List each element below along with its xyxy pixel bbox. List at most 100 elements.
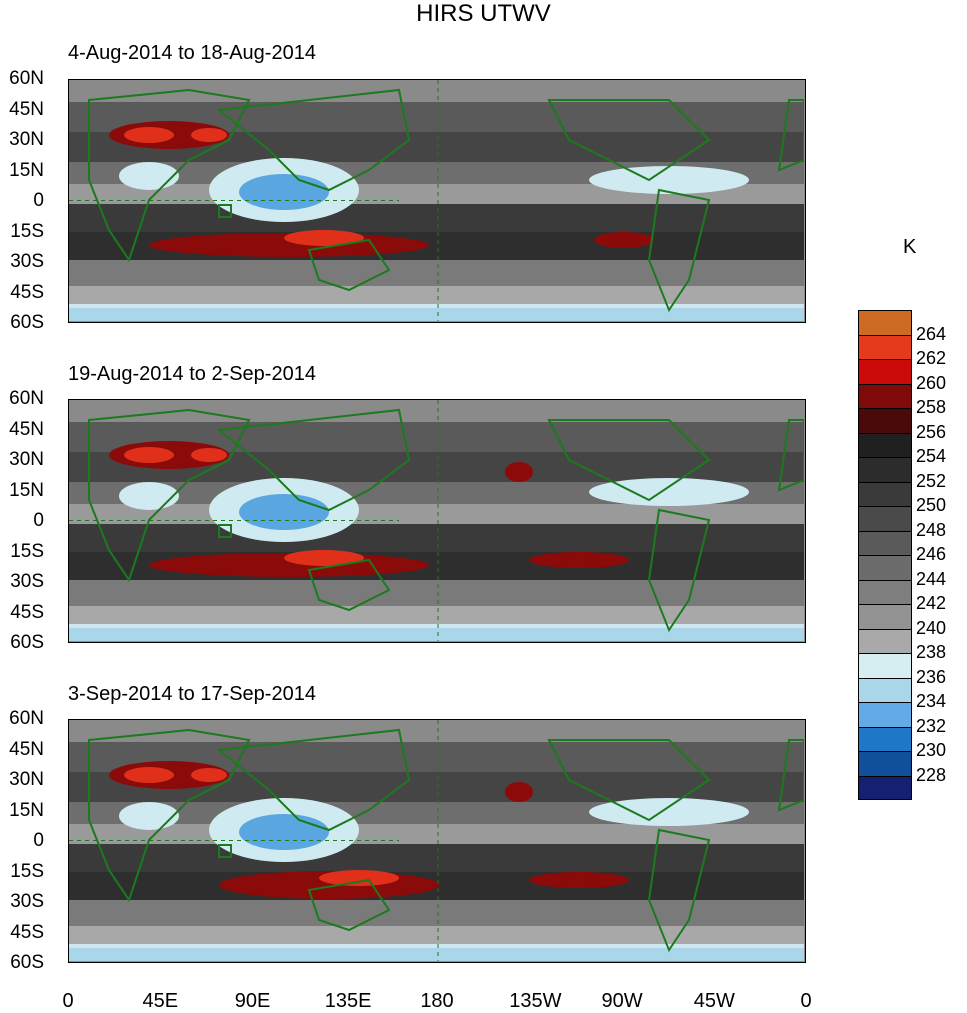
colorbar-level-label: 232 <box>916 715 947 736</box>
continent-outline <box>647 508 711 633</box>
lon-tick-label: 135W <box>509 990 562 1012</box>
region-box <box>218 524 232 538</box>
colorbar-swatch <box>858 481 912 506</box>
colorbar-swatch <box>858 310 912 335</box>
lat-tick-label: 0 <box>33 190 44 211</box>
field-band <box>69 260 804 286</box>
lat-tick-label: 30N <box>9 769 44 790</box>
panel-title-2: 19-Aug-2014 to 2-Sep-2014 <box>68 363 316 385</box>
colorbar-level-label: 230 <box>916 740 947 760</box>
continent-outline <box>547 739 711 822</box>
field-band <box>69 504 804 524</box>
colorbar-level-label: 240 <box>916 617 947 638</box>
southern-moist-band <box>69 308 804 321</box>
moist-region <box>119 482 179 510</box>
map-svg <box>69 720 804 961</box>
colorbar-swatch <box>858 530 912 555</box>
colorbar-swatch <box>858 775 912 800</box>
colorbar-level-label: 264 <box>916 323 947 344</box>
field-band <box>69 824 804 844</box>
lon-tick-label: 45E <box>142 990 179 1012</box>
continent-outline <box>547 99 711 182</box>
map-svg <box>69 400 804 641</box>
field-band <box>69 204 804 232</box>
continent-outline <box>216 408 411 512</box>
dry-core <box>191 768 227 782</box>
continent-outline <box>307 238 391 292</box>
continent-outline <box>307 878 391 932</box>
dry-core <box>284 550 364 566</box>
lat-tick-label: 60S <box>10 312 44 333</box>
lat-tick-label: 45S <box>10 921 44 943</box>
colorbar-level-label: 246 <box>916 544 947 564</box>
field-band <box>69 400 804 422</box>
map-panel-1 <box>68 79 806 323</box>
lat-tick-label: 30S <box>10 251 44 272</box>
colorbar-swatch <box>858 702 912 727</box>
field-band <box>69 926 804 944</box>
colorbar-swatch <box>858 383 912 408</box>
colorbar-swatch <box>858 677 912 702</box>
southern-moist-band <box>69 948 804 961</box>
dry-core <box>191 448 227 462</box>
dry-region <box>594 232 654 248</box>
colorbar-level-label: 234 <box>916 691 947 711</box>
colorbar-swatch <box>858 457 912 482</box>
moist-region <box>119 802 179 830</box>
colorbar-level-label: 260 <box>916 372 947 393</box>
colorbar-level-label: 236 <box>916 666 947 687</box>
colorbar-level-label: 254 <box>916 446 947 466</box>
lat-tick-label: 15N <box>9 479 44 501</box>
colorbar-swatch <box>858 408 912 433</box>
field-band <box>69 900 804 926</box>
moist-region <box>589 166 749 194</box>
continent-outline <box>777 99 804 172</box>
continent-outline <box>216 728 411 832</box>
colorbar-level-label: 256 <box>916 421 947 442</box>
field-band <box>69 580 804 606</box>
colorbar-swatch <box>858 579 912 604</box>
continent-outline <box>647 828 711 953</box>
colorbar-swatch <box>858 726 912 751</box>
dry-core <box>124 767 174 783</box>
continent-outline <box>88 728 251 903</box>
dry-region <box>505 462 533 482</box>
moist-region <box>119 162 179 190</box>
lat-tick-label: 15N <box>9 799 44 821</box>
dry-region <box>505 782 533 802</box>
lon-tick-label: 90W <box>601 990 643 1012</box>
colorbar-level-label: 244 <box>916 568 947 589</box>
field-band <box>69 720 804 742</box>
continent-outline <box>216 88 411 192</box>
field-band <box>69 286 804 304</box>
dry-core <box>124 447 174 463</box>
lat-tick-label: 15S <box>10 540 44 562</box>
lat-tick-label: 0 <box>33 510 44 531</box>
field-band <box>69 606 804 624</box>
colorbar-level-label: 248 <box>916 519 947 540</box>
map-panel-2 <box>68 399 806 643</box>
continent-outline <box>88 408 251 583</box>
continent-outline <box>88 88 251 263</box>
field-band <box>69 524 804 552</box>
lat-tick-label: 45N <box>9 418 44 440</box>
continent-outline <box>777 739 804 812</box>
colorbar-swatch <box>858 334 912 359</box>
field-band <box>69 80 804 102</box>
lat-tick-label: 30N <box>9 449 44 470</box>
colorbar-level-label: 258 <box>916 397 947 417</box>
colorbar <box>858 310 912 800</box>
figure-title: HIRS UTWV <box>416 0 551 27</box>
colorbar-level-label: 228 <box>916 764 947 785</box>
lat-tick-label: 45S <box>10 601 44 623</box>
lat-tick-label: 45S <box>10 281 44 303</box>
colorbar-level-label: 262 <box>916 348 947 368</box>
lat-tick-label: 60N <box>9 68 44 89</box>
colorbar-swatch <box>858 432 912 457</box>
continent-outline <box>307 558 391 612</box>
lon-tick-label: 90E <box>234 990 271 1012</box>
colorbar-swatch <box>858 653 912 678</box>
dry-region <box>529 872 629 888</box>
dry-core <box>124 127 174 143</box>
lon-tick-label: 135E <box>324 990 372 1012</box>
